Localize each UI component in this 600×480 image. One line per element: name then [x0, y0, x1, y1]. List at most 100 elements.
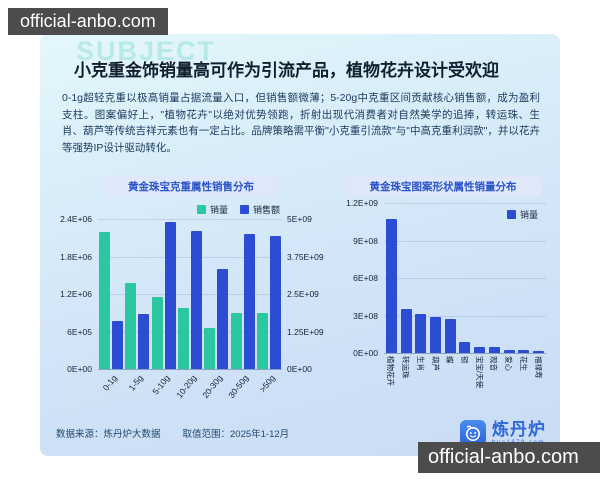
data-source-line: 数据来源：炼丹炉大数据 取值范围：2025年1-12月: [56, 426, 311, 440]
chart-legend: 销量 销售额: [54, 203, 280, 216]
decor-subject-word: SUBJECT: [76, 36, 217, 66]
charts-row: 黄金珠宝克重属性销售分布 销量 销售额 2.4E+06 1.8E+06 1.2E+06…: [54, 176, 546, 416]
legend-swatch: [239, 205, 249, 214]
bar-销量: [415, 314, 427, 353]
y-axis-right: 5E+09 3.75E+09 2.5E+09 1.25E+09 0E+00: [282, 214, 328, 374]
x-label-text: 花生: [518, 356, 528, 371]
axis-tick-label: 9E+08: [353, 235, 378, 246]
axis-tick-label: 0E+00: [287, 364, 312, 374]
chart-body: 2.4E+06 1.8E+06 1.2E+06 6E+05 0E+00 0-1g 1-5g…: [54, 214, 328, 416]
x-label-text: 20-30g: [199, 373, 225, 401]
page-title: 小克重金饰销量高可作为引流产品，植物花卉设计受欢迎: [74, 61, 499, 80]
x-label-text: 植物花卉: [386, 356, 396, 386]
bar-销量: [204, 328, 216, 369]
bar-group: [474, 203, 486, 353]
axis-tick-label: 6E+05: [67, 326, 92, 337]
gridline: [98, 294, 282, 295]
weight-sales-chart: 黄金珠宝克重属性销售分布 销量 销售额 2.4E+06 1.8E+06 1.2E+06…: [54, 176, 328, 416]
axis-tick-label: 0E+00: [67, 364, 92, 374]
axis-tick-label: 1.2E+09: [346, 198, 378, 208]
bar-group: [415, 203, 427, 353]
gridline: [384, 203, 546, 204]
bar-销量: [430, 317, 442, 353]
axis-tick-label: 5E+09: [287, 214, 312, 224]
data-source: 数据来源：炼丹炉大数据: [56, 429, 161, 440]
bar-销量: [256, 312, 268, 369]
x-axis-labels: 植物花卉 转运珠 生肖 葫芦蝶锁宝宝/天使 观音 爱心 花生 福禄寿: [384, 354, 546, 400]
bar-销量: [518, 349, 530, 353]
logo-name: 炼丹炉: [492, 419, 546, 439]
bar-销售额: [190, 231, 202, 369]
legend-swatch: [506, 210, 516, 219]
axis-tick-label: 1.25E+09: [287, 326, 324, 337]
bar-销量: [444, 319, 456, 353]
x-axis-labels: 0-1g 1-5g 5-10g 10-20g 20-30g 30-50g >50g: [98, 370, 282, 416]
bar-销量: [230, 312, 242, 369]
plot-area: [98, 219, 282, 370]
axis-tick-label: 2.5E+09: [287, 289, 319, 299]
bar-group: [503, 203, 515, 353]
x-label-text: 10-20g: [173, 373, 198, 401]
bar-销售额: [164, 222, 176, 369]
axis-tick-label: 1.8E+06: [60, 251, 92, 262]
axis-tick-label: 2.4E+06: [60, 214, 92, 224]
bar-销量: [488, 347, 500, 353]
legend-item: 销量: [506, 208, 538, 221]
plot-area: 销量: [384, 203, 546, 354]
x-label-text: 爱心: [504, 356, 514, 371]
gridline: [384, 315, 546, 317]
axis-tick-label: 1.2E+06: [60, 289, 92, 299]
bar-销量: [177, 307, 189, 369]
x-label-text: 观音: [489, 356, 499, 371]
x-label-text: 30-50g: [226, 373, 251, 401]
x-label-text: 宝宝/天使: [474, 356, 484, 389]
gridline: [98, 256, 282, 258]
bar-group: [177, 219, 202, 369]
summary-paragraph: 0-1g超轻克重以极高销量占据流量入口，但销售额微薄；5-20g中克重区间贡献核…: [62, 92, 540, 154]
bar-group: [385, 203, 397, 353]
legend-label: 销量: [519, 210, 538, 220]
bar-group: [400, 203, 412, 353]
x-label-text: 福禄寿: [533, 356, 543, 379]
plot-column: 销量 植物花卉 转运珠 生肖 葫芦蝶锁宝宝/天使 观音 爱心 花生 福禄寿: [384, 203, 546, 400]
axis-tick-label: 3.75E+09: [287, 251, 324, 262]
gridline: [384, 240, 546, 242]
chart-legend: 销量: [506, 208, 538, 221]
bar-销量: [99, 231, 111, 369]
plot-column: 0-1g 1-5g 5-10g 10-20g 20-30g 30-50g >50g: [98, 219, 282, 416]
data-range: 取值范围：2025年1-12月: [182, 429, 290, 440]
watermark-bottom: official-anbo.com: [418, 442, 600, 473]
y-axis-left: 1.2E+09 9E+08 6E+08 3E+08 0E+00: [340, 198, 384, 358]
chart-body: 1.2E+09 9E+08 6E+08 3E+08 0E+00 销量 植物花卉 转运珠 生肖…: [340, 198, 546, 400]
bar-group: [125, 219, 150, 369]
bar-销售额: [112, 321, 124, 369]
bar-销量: [474, 347, 486, 353]
shape-sales-chart: 黄金珠宝图案形状属性销量分布 1.2E+09 9E+08 6E+08 3E+08 0E+…: [340, 176, 546, 416]
bar-group: [430, 203, 442, 353]
bar-group: [256, 219, 281, 369]
furnace-smiley-icon: [460, 420, 486, 446]
bar-销量: [151, 297, 163, 369]
x-label-text: 5-10g: [150, 373, 172, 397]
bar-销售额: [217, 268, 229, 369]
x-label-text: >50g: [257, 373, 277, 395]
bar-group: [459, 203, 471, 353]
x-label-text: 生肖: [415, 356, 425, 371]
chart-title: 黄金珠宝图案形状属性销量分布: [345, 176, 541, 197]
bar-group: [151, 219, 176, 369]
bar-销量: [385, 219, 397, 353]
x-label-text: 蝶: [445, 356, 455, 364]
legend-item: 销量: [196, 203, 228, 216]
card-footer: 数据来源：炼丹炉大数据 取值范围：2025年1-12月 炼丹炉 hua1878.c…: [56, 420, 546, 446]
bar-group: [444, 203, 456, 353]
bar-group: [533, 203, 545, 353]
bar-销量: [125, 282, 137, 369]
bar-销售额: [243, 234, 255, 369]
bar-group: [99, 219, 124, 369]
infographic-card: SUBJECT 小克重金饰销量高可作为引流产品，植物花卉设计受欢迎 0-1g超轻…: [40, 34, 560, 456]
watermark-top: official-anbo.com: [8, 8, 168, 35]
chart-title: 黄金珠宝克重属性销售分布: [104, 176, 278, 197]
x-label-text: 1-5g: [126, 373, 146, 393]
bar-销售额: [269, 235, 281, 369]
x-label-text: 0-1g: [100, 373, 120, 393]
